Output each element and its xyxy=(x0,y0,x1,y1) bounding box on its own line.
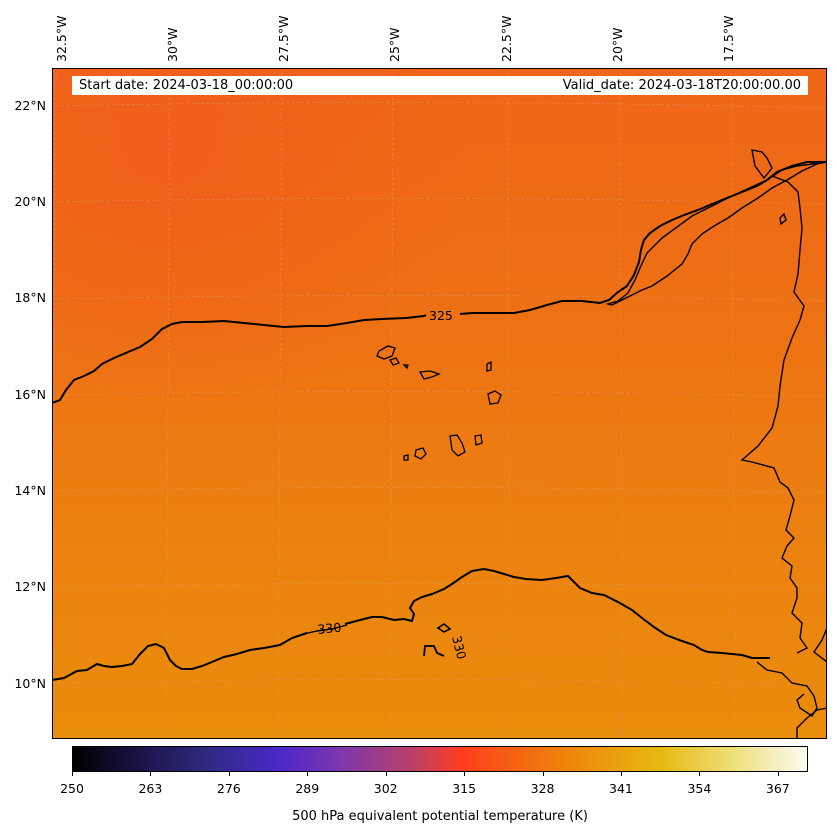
colorbar xyxy=(72,746,808,772)
lon-label-20w: 20°W xyxy=(610,27,625,62)
contour-330 xyxy=(52,632,308,681)
colorbar-tick-label: 263 xyxy=(138,781,163,796)
island-brava xyxy=(403,454,409,461)
colorbar-tickmark xyxy=(620,772,622,776)
colorbar-tickmark xyxy=(72,772,73,776)
lat-label-20n: 20°N xyxy=(14,194,46,209)
colorbar-label: 500 hPa equivalent potential temperature… xyxy=(292,809,588,824)
lat-label-16n: 16°N xyxy=(14,387,46,402)
contour-label-325: 325 xyxy=(429,308,453,323)
lon-label-30w: 30°W xyxy=(165,27,180,62)
colorbar-tickmark xyxy=(385,772,387,776)
lat-label-10n: 10°N xyxy=(14,676,46,691)
island-santo-antao xyxy=(376,345,396,360)
lon-label-25w: 25°W xyxy=(387,27,402,62)
contour-lines xyxy=(52,161,827,681)
coastline-madeira xyxy=(779,212,787,226)
lon-label-17-5w: 17.5°W xyxy=(721,15,736,62)
coastline-west-africa-end xyxy=(796,707,827,739)
coastline-canary-islands xyxy=(751,149,773,180)
colorbar-tickmark xyxy=(150,772,152,776)
colorbar-tick-label: 328 xyxy=(530,781,555,796)
contour-330-loop xyxy=(423,645,445,657)
island-sao-vicente xyxy=(389,357,400,366)
colorbar-tick-label: 315 xyxy=(452,781,477,796)
contour-330-mid xyxy=(344,567,770,659)
contour-325 xyxy=(52,314,427,404)
valid-date-text: Valid_date: 2024-03-18T20:00:00.00 xyxy=(562,78,801,93)
colorbar-tick-label: 354 xyxy=(687,781,712,796)
lat-label-12n: 12°N xyxy=(14,579,46,594)
map-frame xyxy=(52,68,827,739)
island-santiago xyxy=(449,434,466,457)
island-boa-vista xyxy=(487,390,502,405)
island-maio xyxy=(474,434,483,446)
lon-label-22-5w: 22.5°W xyxy=(499,15,514,62)
map-panel[interactable]: 325 330 330 xyxy=(52,68,827,739)
coastline-guinea xyxy=(813,627,827,663)
contour-330-island xyxy=(436,623,452,633)
islands xyxy=(376,345,502,461)
contour-label-group: 325 330 330 xyxy=(317,308,470,661)
lon-label-32-5w: 32.5°W xyxy=(54,15,69,62)
island-fogo xyxy=(414,447,427,460)
coastline-africa xyxy=(605,161,827,306)
island-sao-nicolau xyxy=(418,370,441,380)
colorbar-tickmark xyxy=(307,772,309,776)
colorbar-tick-label: 302 xyxy=(373,781,398,796)
lat-label-22n: 22°N xyxy=(14,98,46,113)
forecast-info-box: Start date: 2024-03-18_00:00:00 Valid_da… xyxy=(72,76,808,95)
colorbar-tickmark xyxy=(542,772,544,776)
start-date-text: Start date: 2024-03-18_00:00:00 xyxy=(79,78,294,93)
map-canvas[interactable]: 325 330 330 xyxy=(52,68,827,739)
lat-label-14n: 14°N xyxy=(14,483,46,498)
island-sal xyxy=(486,360,492,372)
colorbar-tickmark xyxy=(699,772,701,776)
colorbar-tickmark xyxy=(777,772,779,776)
lat-label-18n: 18°N xyxy=(14,290,46,305)
colorbar-tick-label: 276 xyxy=(216,781,241,796)
contour-label-330-west: 330 xyxy=(317,620,342,637)
coastline-mauritania xyxy=(740,175,809,654)
lon-label-27-5w: 27.5°W xyxy=(276,15,291,62)
colorbar-tick-label: 367 xyxy=(765,781,790,796)
colorbar-tickmark xyxy=(464,772,466,776)
island-santa-luzia xyxy=(402,364,409,370)
contour-label-330-east: 330 xyxy=(449,634,469,661)
colorbar-tick-label: 341 xyxy=(609,781,633,796)
colorbar-tick-label: 289 xyxy=(295,781,320,796)
gridlines xyxy=(52,68,827,739)
coastline-guinea-bissau xyxy=(756,661,818,717)
colorbar-tick-label: 250 xyxy=(60,781,84,796)
colorbar-tickmark xyxy=(228,772,230,776)
contour-325-east xyxy=(459,161,827,315)
